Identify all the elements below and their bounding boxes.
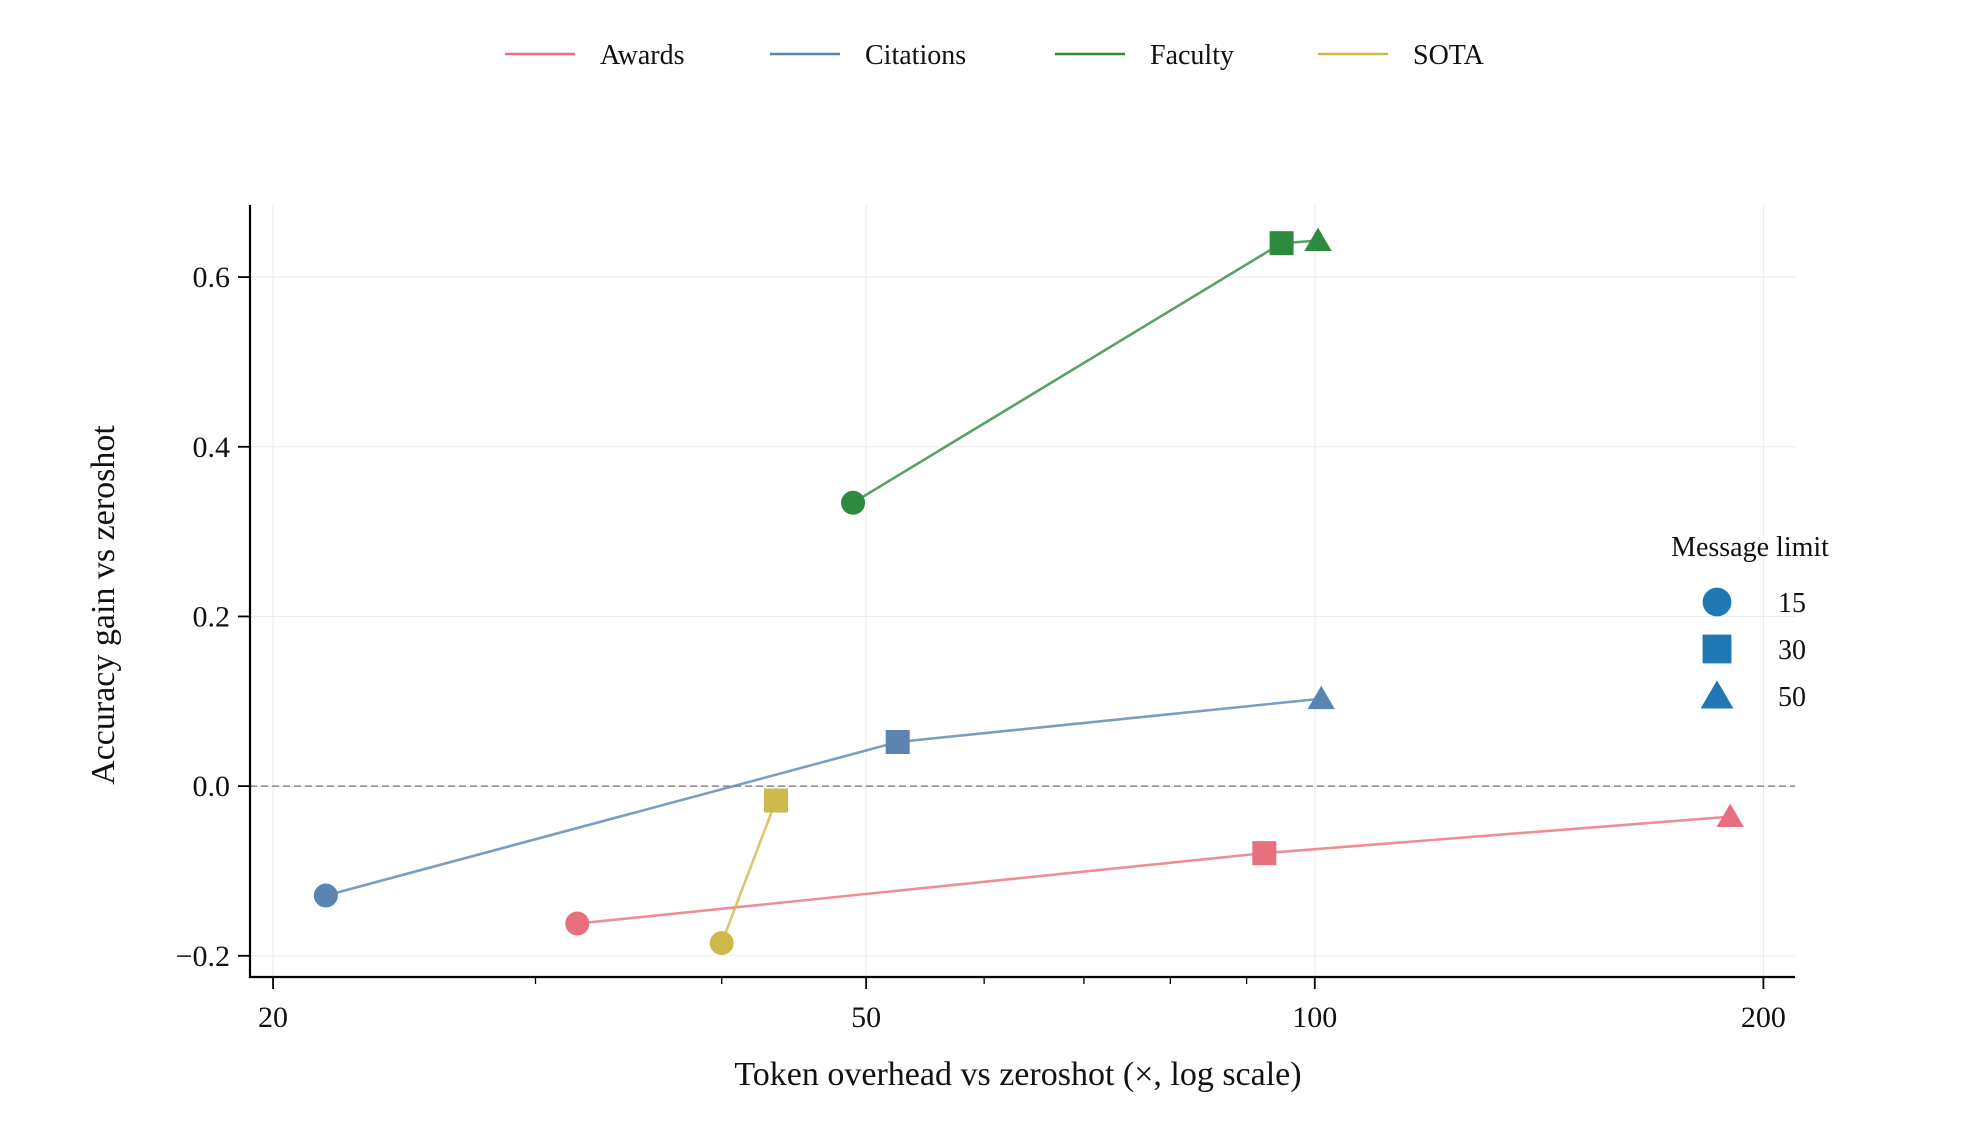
legend-entry-awards: Awards	[505, 40, 685, 71]
series-line-faculty	[852, 239, 1319, 504]
legend-label-faculty: Faculty	[1150, 40, 1234, 71]
y-tick-label: 0.6	[193, 261, 231, 294]
marker-legend-symbol-50	[1700, 680, 1734, 709]
point-awards-limit-50	[1716, 803, 1744, 828]
series-faculty	[841, 227, 1332, 515]
series-awards	[565, 803, 1744, 936]
x-tick-label: 20	[258, 1001, 288, 1034]
marker-legend-symbol-15	[1702, 587, 1732, 617]
y-axis-label: Accuracy gain vs zeroshot	[85, 425, 122, 785]
x-tick-label: 50	[851, 1001, 881, 1034]
marker-legend-label-30: 30	[1778, 635, 1806, 666]
series-line-citations	[325, 697, 1322, 897]
legend-label-awards: Awards	[600, 40, 685, 71]
series-citations	[313, 685, 1335, 908]
marker-legend-label-15: 15	[1778, 588, 1806, 619]
x-tick-label: 200	[1741, 1001, 1786, 1034]
legend-label-sota: SOTA	[1413, 40, 1485, 71]
series-sota	[709, 788, 788, 956]
point-faculty-limit-15	[841, 490, 866, 515]
axes-layer: 20 50 100 200 −0.2 0.0 0.2 0.4 0.6	[176, 205, 1795, 1034]
legend-entry-sota: SOTA	[1318, 40, 1485, 71]
y-tick-label: −0.2	[176, 940, 230, 973]
point-sota-limit-15	[709, 931, 734, 956]
marker-legend: Message limit 15 30 50	[1671, 532, 1829, 713]
marker-legend-entry-15: 15	[1702, 587, 1806, 619]
legend-entry-faculty: Faculty	[1055, 40, 1234, 71]
point-citations-limit-50	[1307, 685, 1335, 710]
series-line-sota	[720, 800, 778, 944]
marker-legend-title: Message limit	[1671, 532, 1829, 563]
x-axis-label: Token overhead vs zeroshot (×, log scale…	[734, 1056, 1301, 1093]
x-tick-label: 100	[1292, 1001, 1337, 1034]
marker-legend-label-50: 50	[1778, 682, 1806, 713]
point-faculty-limit-50	[1304, 227, 1332, 252]
marker-legend-entry-50: 50	[1700, 680, 1806, 713]
series-layer	[313, 227, 1744, 956]
grid-layer	[250, 205, 1795, 977]
point-awards-limit-30	[1252, 841, 1277, 866]
y-tick-label: 0.4	[193, 431, 231, 464]
point-citations-limit-30	[885, 730, 910, 755]
legend-label-citations: Citations	[865, 40, 966, 71]
y-tick-label: 0.0	[193, 770, 231, 803]
legend-entry-citations: Citations	[770, 40, 966, 71]
marker-legend-symbol-30	[1702, 634, 1732, 664]
marker-legend-entry-30: 30	[1702, 634, 1806, 666]
point-sota-limit-30	[763, 788, 788, 813]
point-awards-limit-15	[565, 911, 590, 936]
point-citations-limit-15	[313, 883, 338, 908]
series-legend: Awards Citations Faculty SOTA	[505, 40, 1485, 71]
point-faculty-limit-30	[1269, 231, 1294, 256]
y-tick-label: 0.2	[193, 600, 231, 633]
